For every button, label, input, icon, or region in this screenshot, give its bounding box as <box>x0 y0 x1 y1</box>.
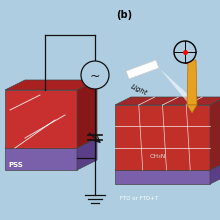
Polygon shape <box>115 97 220 105</box>
Polygon shape <box>210 162 220 184</box>
Polygon shape <box>5 148 77 170</box>
Polygon shape <box>77 138 97 170</box>
Polygon shape <box>187 60 197 105</box>
Polygon shape <box>77 80 97 148</box>
Polygon shape <box>5 90 77 148</box>
Text: CH₃N: CH₃N <box>150 154 166 159</box>
Polygon shape <box>115 162 220 170</box>
Polygon shape <box>210 97 220 170</box>
Polygon shape <box>126 60 159 79</box>
Circle shape <box>81 61 109 89</box>
Polygon shape <box>187 105 197 113</box>
Polygon shape <box>5 138 97 148</box>
Polygon shape <box>115 170 210 184</box>
Text: ~: ~ <box>90 70 100 82</box>
Text: FTO or FTO+T: FTO or FTO+T <box>120 196 158 201</box>
Text: Light: Light <box>130 83 148 96</box>
Circle shape <box>174 41 196 63</box>
Text: (b): (b) <box>116 10 132 20</box>
Polygon shape <box>5 80 97 90</box>
Polygon shape <box>156 64 194 103</box>
Text: PSS: PSS <box>8 162 23 168</box>
Polygon shape <box>115 105 210 170</box>
